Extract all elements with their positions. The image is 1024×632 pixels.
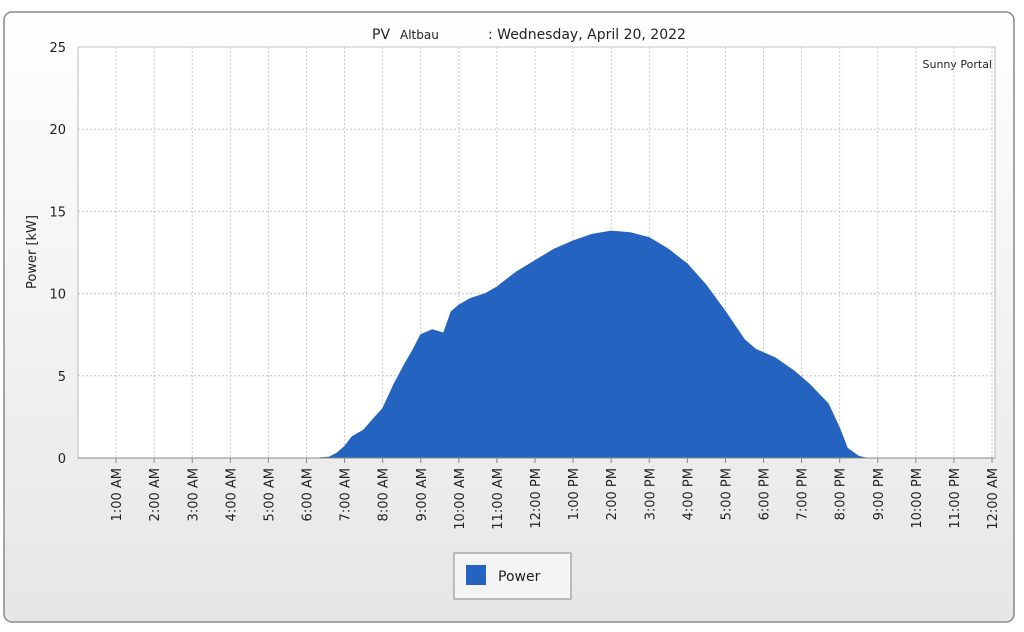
x-tick-label: 1:00 AM <box>110 468 125 521</box>
x-tick-label: 11:00 PM <box>948 468 963 529</box>
x-tick-label: 4:00 AM <box>224 468 239 521</box>
watermark: Sunny Portal <box>922 58 992 71</box>
x-tick-label: 12:00 AM <box>986 468 1001 530</box>
x-tick-label: 2:00 AM <box>148 468 163 521</box>
x-tick-label: 11:00 AM <box>491 468 506 530</box>
x-tick-label: 10:00 PM <box>910 468 925 529</box>
x-tick-label: 3:00 PM <box>643 468 658 520</box>
x-tick-label: 4:00 PM <box>681 468 696 520</box>
x-tick-label: 5:00 PM <box>719 468 734 520</box>
y-tick-label: 15 <box>49 205 66 220</box>
x-tick-label: 12:00 PM <box>529 468 544 529</box>
x-tick-label: 10:00 AM <box>453 468 468 530</box>
x-tick-label: 9:00 AM <box>415 468 430 521</box>
y-tick-label: 5 <box>58 370 66 385</box>
x-tick-label: 8:00 AM <box>377 468 392 521</box>
y-tick-label: 0 <box>58 452 66 467</box>
x-tick-label: 5:00 AM <box>262 468 277 521</box>
x-tick-label: 7:00 PM <box>796 468 811 520</box>
legend-label: Power <box>498 569 541 585</box>
x-tick-label: 6:00 AM <box>301 468 316 521</box>
x-tick-label: 7:00 AM <box>339 468 354 521</box>
x-tick-label: 1:00 PM <box>567 468 582 520</box>
legend-swatch <box>466 565 486 585</box>
x-tick-label: 3:00 AM <box>186 468 201 521</box>
y-axis-label: Power [kW] <box>25 215 40 289</box>
x-tick-label: 6:00 PM <box>758 468 773 520</box>
title-pv: PV <box>372 27 390 43</box>
title-site: Altbau <box>400 28 439 42</box>
y-tick-label: 20 <box>49 123 66 138</box>
x-tick-label: 2:00 PM <box>605 468 620 520</box>
y-tick-label: 10 <box>49 288 66 303</box>
y-tick-label: 25 <box>49 41 66 56</box>
x-tick-label: 9:00 PM <box>872 468 887 520</box>
area <box>317 230 867 459</box>
x-tick-label: 8:00 PM <box>834 468 849 520</box>
title-date: : Wednesday, April 20, 2022 <box>488 27 686 43</box>
